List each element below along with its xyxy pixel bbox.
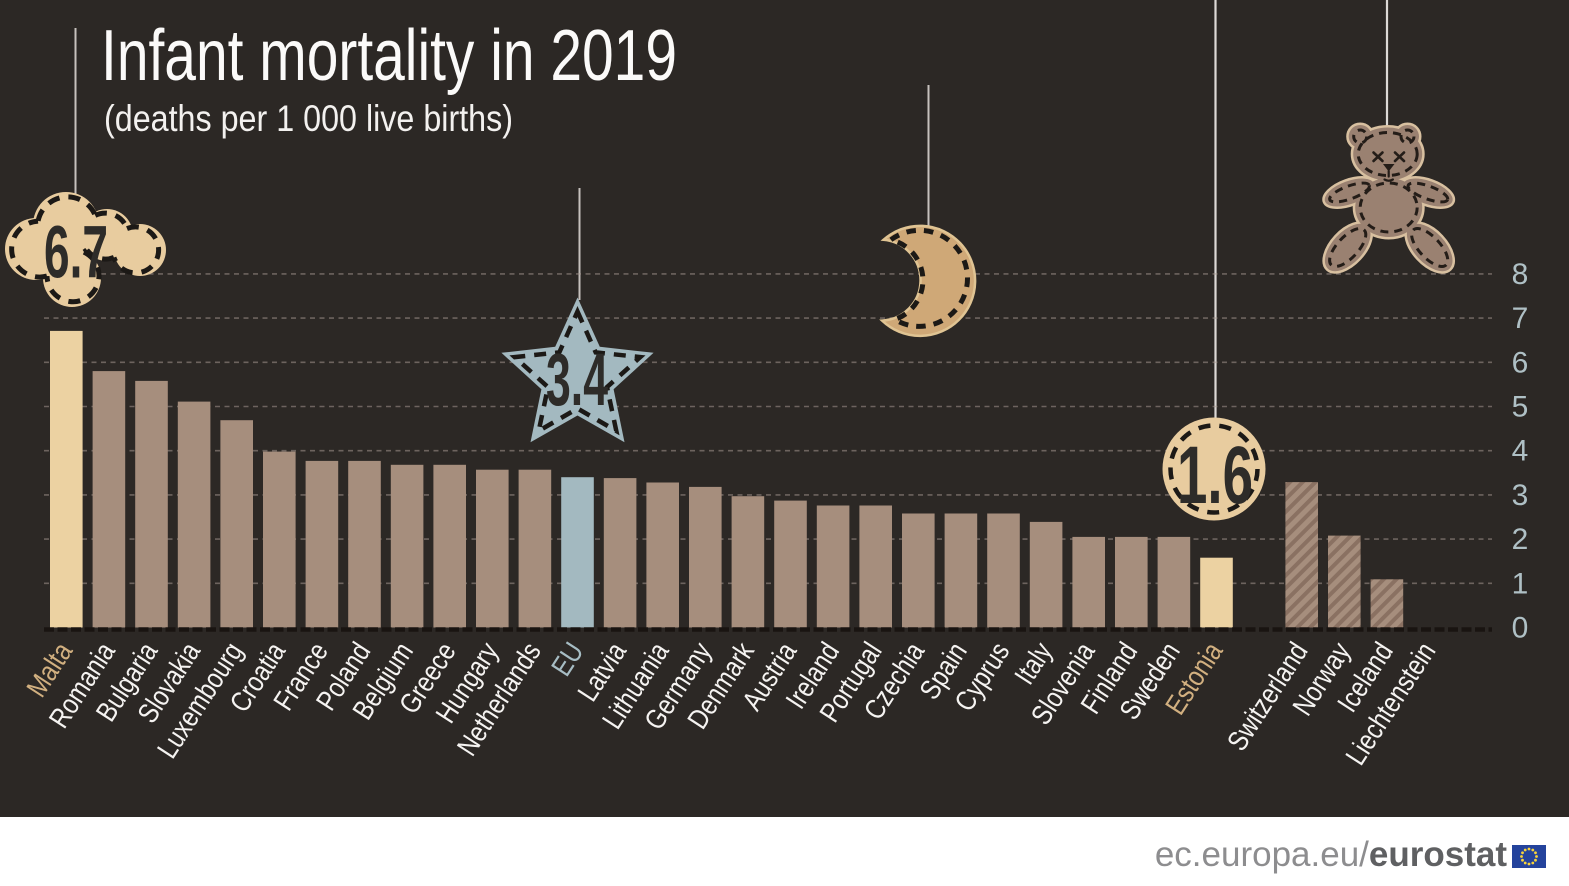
- svg-text:(deaths per 1 000 live births): (deaths per 1 000 live births): [104, 98, 513, 139]
- svg-text:3.4: 3.4: [546, 338, 608, 421]
- svg-text:6: 6: [1512, 346, 1529, 379]
- svg-text:7: 7: [1512, 302, 1529, 335]
- svg-text:2: 2: [1512, 523, 1529, 556]
- svg-text:1: 1: [1512, 567, 1529, 600]
- svg-text:ec.europa.eu/eurostat: ec.europa.eu/eurostat: [1155, 835, 1507, 874]
- svg-text:8: 8: [1512, 258, 1529, 291]
- svg-text:0: 0: [1512, 612, 1529, 645]
- svg-text:5: 5: [1512, 391, 1529, 424]
- svg-text:6.7: 6.7: [44, 211, 108, 294]
- svg-text:3: 3: [1512, 479, 1529, 512]
- svg-text:4: 4: [1512, 435, 1529, 468]
- svg-text:1.6: 1.6: [1177, 430, 1253, 521]
- svg-text:Infant mortality in 2019: Infant mortality in 2019: [101, 16, 677, 96]
